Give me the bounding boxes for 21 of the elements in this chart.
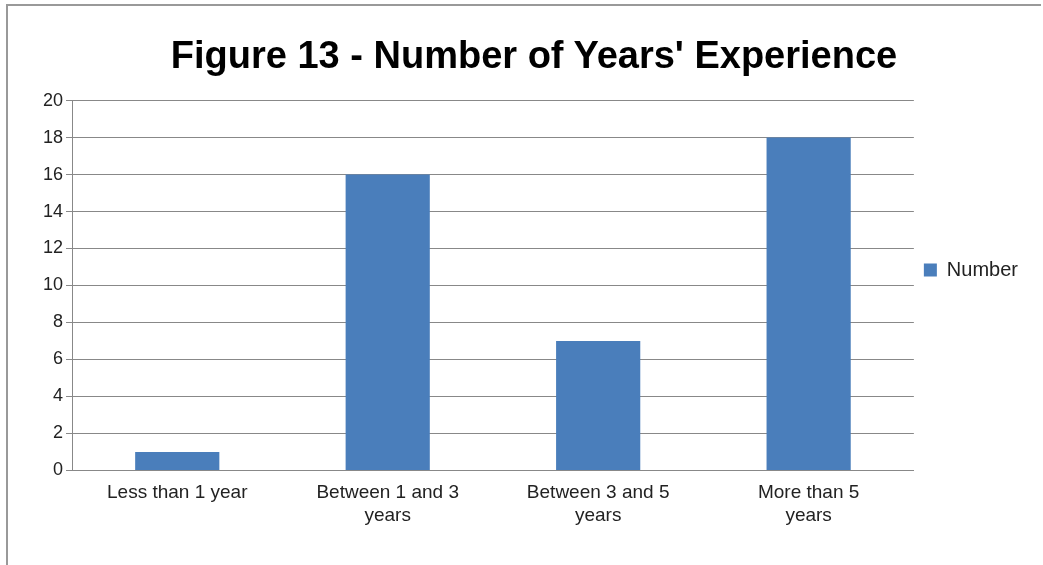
y-tick-label: 14: [42, 200, 64, 221]
y-tick-label: 18: [42, 126, 64, 147]
y-tick-label: 4: [53, 385, 64, 406]
y-tick-label: 16: [42, 163, 64, 184]
bar: [345, 174, 430, 470]
bar: [556, 340, 641, 470]
y-tick-label: 12: [42, 237, 64, 258]
x-tick-label: Between 1 and 3 years: [316, 481, 460, 525]
x-tick-label: Less than 1 year: [107, 481, 249, 503]
bar: [766, 137, 851, 470]
y-tick-label: 10: [42, 274, 64, 295]
y-tick-label: 20: [42, 89, 64, 110]
bar: [135, 451, 220, 470]
x-tick-label: Between 3 and 5 years: [526, 481, 670, 525]
y-tick-label: 8: [53, 311, 64, 332]
x-tick-label: More than 5 years: [757, 481, 860, 525]
chart-title: Figure 13 - Number of Years' Experience: [170, 34, 898, 77]
y-tick-label: 6: [53, 348, 64, 369]
legend-label: Number: [946, 257, 1019, 280]
y-tick-label: 2: [53, 422, 64, 443]
y-tick-label: 0: [53, 459, 64, 480]
